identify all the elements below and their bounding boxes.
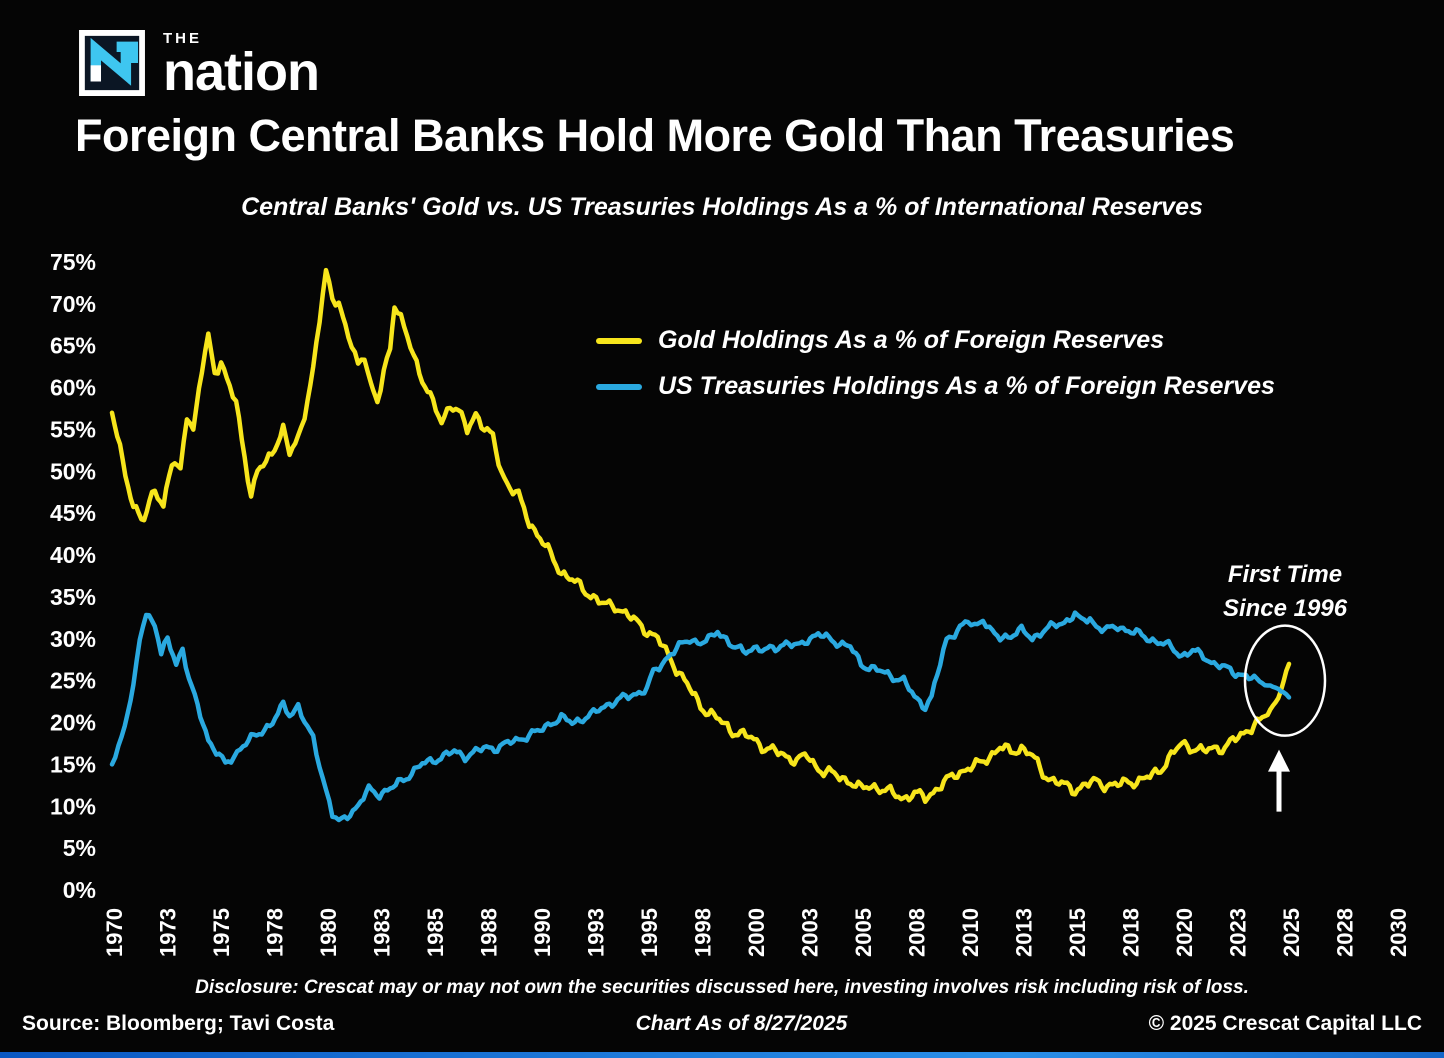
x-tick-label: 1998: [691, 908, 716, 957]
x-tick-label: 1988: [477, 908, 502, 957]
treasuries-series-line: [109, 610, 1292, 823]
y-tick-label: 5%: [63, 835, 96, 861]
x-tick-label: 2020: [1172, 908, 1197, 957]
x-tick-label: 1995: [637, 908, 662, 957]
as-of-text: Chart As of 8/27/2025: [635, 1012, 848, 1035]
treasuries-line-swatch: [596, 383, 642, 390]
x-tick-label: 2003: [798, 908, 823, 957]
up-arrow-head: [1268, 749, 1290, 772]
source-text: Source: Bloomberg; Tavi Costa: [22, 1012, 335, 1035]
chart-canvas: 0% 5% 10% 15% 20% 25% 30% 35% 40% 45% 50% 55% 60% 65%…: [50, 249, 1411, 957]
x-tick-label: 2010: [958, 908, 983, 957]
y-tick-label: 70%: [50, 291, 96, 317]
logo-nation-text: nation: [163, 42, 320, 102]
gold-series-line: [109, 267, 1292, 805]
x-tick-label: 1985: [423, 908, 448, 957]
footer-row: Source: Bloomberg; Tavi Costa Chart As o…: [0, 1012, 1444, 1036]
legend-label-gold: Gold Holdings As a % of Foreign Reserves: [658, 326, 1165, 354]
x-tick-label: 2008: [905, 908, 930, 957]
chart-subtitle: Central Banks' Gold vs. US Treasuries Ho…: [241, 193, 1203, 221]
x-tick-label: 1975: [209, 908, 234, 957]
x-tick-label: 2013: [1012, 908, 1037, 957]
x-tick-label: 2023: [1226, 908, 1251, 957]
annotation-line-1: First Time: [1227, 561, 1343, 588]
y-tick-label: 0%: [63, 877, 96, 903]
x-tick-label: 1978: [263, 908, 288, 957]
y-tick-label: 15%: [50, 751, 96, 777]
logo: THE nation: [75, 26, 320, 102]
page-title: Foreign Central Banks Hold More Gold Tha…: [75, 110, 1235, 161]
y-tick-label: 50%: [50, 458, 96, 484]
y-tick-label: 35%: [50, 584, 96, 610]
x-tick-label: 2025: [1279, 908, 1304, 957]
legend-item-gold: Gold Holdings As a % of Foreign Reserves: [596, 326, 1275, 355]
y-tick-label: 60%: [50, 375, 96, 401]
x-tick-label: 2000: [744, 908, 769, 957]
nation-logo-icon: [79, 30, 145, 96]
highlight-ellipse: [1243, 624, 1327, 737]
x-tick-label: 2028: [1333, 908, 1358, 957]
legend-item-treasuries: US Treasuries Holdings As a % of Foreign…: [596, 372, 1275, 401]
y-tick-label: 65%: [50, 333, 96, 359]
y-tick-label: 40%: [50, 542, 96, 568]
annotation-first-time: First Time Since 1996: [1145, 558, 1425, 626]
copyright-text: © 2025 Crescat Capital LLC: [1148, 1012, 1422, 1035]
y-tick-label: 25%: [50, 668, 96, 694]
x-tick-label: 1980: [316, 908, 341, 957]
x-tick-label: 2018: [1119, 908, 1144, 957]
y-tick-label: 30%: [50, 626, 96, 652]
y-tick-label: 45%: [50, 500, 96, 526]
legend-label-treasuries: US Treasuries Holdings As a % of Foreign…: [658, 372, 1275, 400]
x-tick-label: 2015: [1065, 908, 1090, 957]
x-tick-label: 1970: [102, 908, 127, 957]
x-tick-label: 2030: [1386, 908, 1411, 957]
y-tick-label: 75%: [50, 249, 96, 275]
y-tick-label: 20%: [50, 710, 96, 736]
x-tick-label: 1973: [156, 908, 181, 957]
logo-wordmark: THE nation: [163, 26, 320, 102]
x-tick-label: 1990: [530, 908, 555, 957]
annotation-line-2: Since 1996: [1222, 595, 1348, 622]
chart-legend: Gold Holdings As a % of Foreign Reserves…: [596, 326, 1275, 401]
x-tick-label: 1983: [370, 908, 395, 957]
x-tick-label: 1993: [584, 908, 609, 957]
x-tick-label: 2005: [851, 908, 876, 957]
y-tick-label: 55%: [50, 416, 96, 442]
gold-line-swatch: [596, 337, 642, 344]
y-tick-label: 10%: [50, 793, 96, 819]
video-progress-bar: [0, 1052, 1444, 1058]
disclosure-text: Disclosure: Crescat may or may not own t…: [195, 977, 1249, 998]
logo-the-text: THE: [163, 30, 202, 47]
